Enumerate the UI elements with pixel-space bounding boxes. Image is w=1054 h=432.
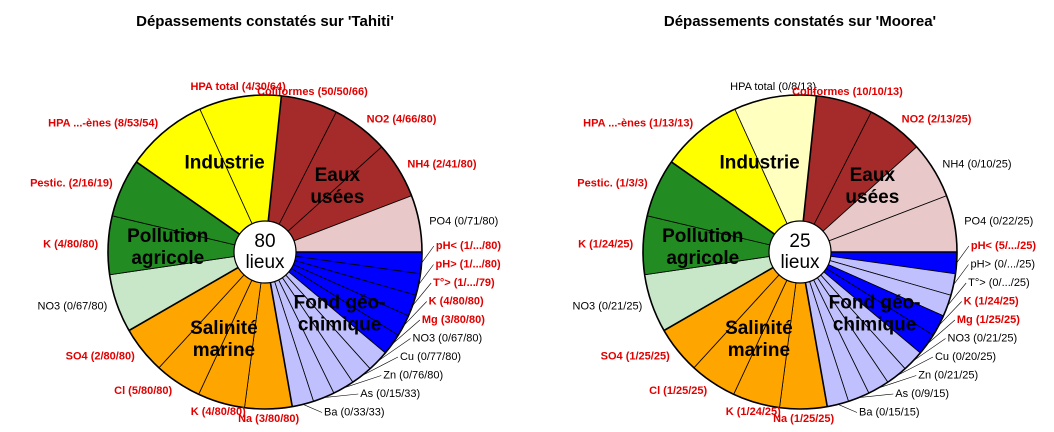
slice-label: K (1/24/25) [726,406,781,418]
slice-label: K (4/80/80) [191,406,246,418]
slice-label: PO4 (0/22/25) [964,215,1033,227]
group-label: usées [845,187,899,208]
slice-label: T°> (1/.../79) [433,277,495,289]
leader-line [947,282,967,306]
slice-label: NO3 (0/21/25) [948,332,1018,344]
group-label: Eaux [315,165,361,186]
group-label: usées [310,187,364,208]
group-label: Industrie [185,152,265,173]
slice-label: K (4/80/80) [43,239,98,251]
group-label: Fond géo- [294,293,386,314]
slice-label: Mg (3/80/80) [422,314,485,326]
slice-label: NO2 (2/13/25) [902,113,972,125]
leader-line [858,393,894,398]
slice-label: As (0/9/15) [895,388,949,400]
leader-line [878,375,917,389]
slice-label: pH< (5/.../25) [971,240,1036,252]
slice-label: Na (3/80/80) [238,413,299,425]
slice-label: NO3 (0/67/80) [413,332,483,344]
pie-outline [642,94,958,410]
center-label: lieux [780,252,820,273]
leader-line [302,404,323,413]
leader-line [418,264,434,285]
group-label: agricole [131,248,204,269]
slice-label: Cu (0/77/80) [400,351,461,363]
slice-label: Coliformes (50/50/66) [257,86,368,98]
leader-line [837,404,858,413]
slice-label: pH< (1/.../80) [436,240,501,252]
slice-label: PO4 (0/71/80) [429,215,498,227]
slice-label: NO3 (0/21/25) [573,301,643,313]
center-disc [233,220,297,284]
chart-title: Dépassements constatés sur 'Tahiti' [136,13,394,30]
center-label: lieux [245,252,285,273]
slice-label: NO3 (0/67/80) [38,301,108,313]
pie-outline [107,94,423,410]
slice-label: Cl (1/25/25) [649,385,707,397]
group-label: marine [193,340,255,361]
group-label: Pollution [127,226,208,247]
group-label: agricole [666,248,739,269]
group-label: chimique [833,315,916,336]
slice-label: Pestic. (2/16/19) [30,178,113,190]
leader-line [412,282,432,306]
group-label: Fond géo- [829,293,921,314]
slice-label: K (4/80/80) [429,295,484,307]
slice-label: As (0/15/33) [360,388,420,400]
slice-label: Mg (1/25/25) [957,314,1020,326]
slice-label: Cl (5/80/80) [114,385,172,397]
slice-label: Ba (0/15/15) [859,406,920,418]
slice-label: Ba (0/33/33) [324,406,385,418]
leader-line [403,301,427,326]
slice-label: HPA ...-ènes (1/13/13) [583,118,693,130]
leader-line [896,356,934,376]
slice-label: NH4 (0/10/25) [942,159,1011,171]
leader-line [953,264,969,285]
leader-line [956,245,970,264]
slice-label: Zn (0/76/80) [383,369,443,381]
slice-label: HPA total (4/30/64) [190,81,286,93]
slice-label: Pestic. (1/3/3) [577,178,648,190]
chart-title: Dépassements constatés sur 'Moorea' [664,13,936,30]
leader-line [343,375,382,389]
slice-label: SO4 (2/80/80) [66,350,135,362]
group-label: Salinité [725,318,793,339]
group-label: marine [728,340,790,361]
group-label: Pollution [662,226,743,247]
slice-label: Coliformes (10/10/13) [792,86,903,98]
slice-label: K (1/24/25) [578,239,633,251]
group-label: chimique [298,315,381,336]
slice-label: T°> (0/.../25) [968,277,1030,289]
slice-label: K (1/24/25) [964,295,1019,307]
center-label: 80 [254,231,275,252]
slice-label: NH4 (2/41/80) [407,159,476,171]
slice-label: Na (1/25/25) [773,413,834,425]
group-label: Salinité [190,318,258,339]
leader-line [938,301,962,326]
leader-line [391,319,421,345]
slice-label: pH> (0/.../25) [971,258,1036,270]
leader-line [323,393,359,398]
slice-label: Zn (0/21/25) [918,369,978,381]
center-disc [768,220,832,284]
group-label: Eaux [850,165,896,186]
leader-line [377,338,411,362]
leader-line [926,319,956,345]
slice-label: HPA ...-ènes (8/53/54) [48,118,158,130]
slice-label: SO4 (1/25/25) [601,350,670,362]
slice-label: Cu (0/20/25) [935,351,996,363]
slice-label: HPA total (0/8/13) [730,81,816,93]
slice-label: pH> (1/.../80) [436,258,501,270]
leader-line [421,245,435,264]
center-label: 25 [789,231,810,252]
leader-line [361,356,399,376]
leader-line [912,338,946,362]
group-label: Industrie [720,152,800,173]
slice-label: NO2 (4/66/80) [367,113,437,125]
